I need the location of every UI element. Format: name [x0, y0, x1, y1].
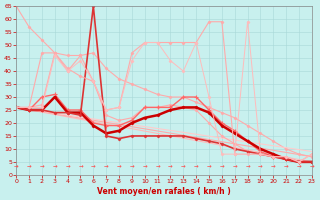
X-axis label: Vent moyen/en rafales ( km/h ): Vent moyen/en rafales ( km/h )	[97, 187, 231, 196]
